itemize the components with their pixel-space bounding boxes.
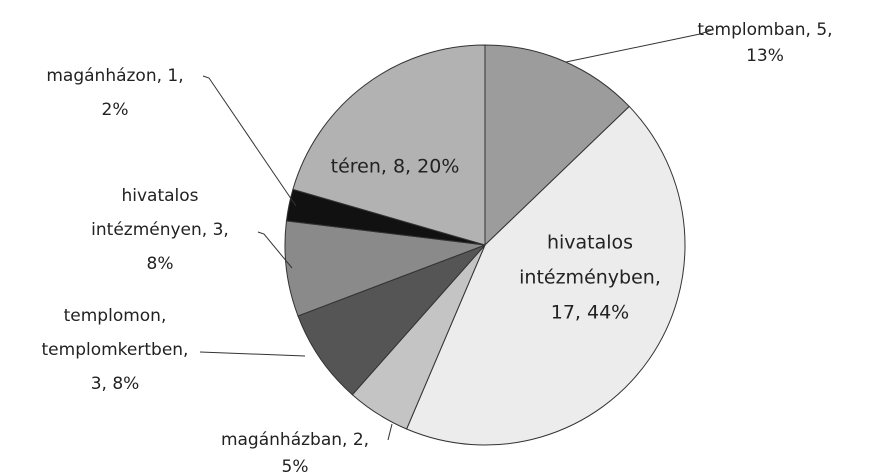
data-label: intézményen, 3, [91,220,229,240]
data-label: 17, 44% [551,302,630,324]
leader-line [257,231,293,269]
data-label: hivatalos [121,186,198,206]
pie-slice [484,44,630,247]
leader-line [565,29,713,63]
data-label: 13% [746,46,784,66]
data-label: 8% [147,254,174,274]
pie-slice [284,220,486,317]
leader-line [202,75,297,207]
data-label: 2% [102,100,129,120]
leader-line [199,351,306,357]
data-label: magánházban, 2, [221,430,369,450]
data-label: templomon, [64,306,167,326]
data-label: magánházon, 1, [46,66,183,86]
pie-slice [297,244,486,396]
data-label: intézményben, [519,267,661,289]
data-label: templomkertben, [42,340,189,360]
leader-line [387,423,393,441]
data-label: templomban, 5, [697,20,832,40]
pie-slice [405,105,686,446]
data-label: téren, 8, 20% [331,156,460,178]
data-label: 5% [282,457,309,474]
data-label: 3, 8% [91,374,140,394]
pie-slice [292,44,486,246]
data-label: hivatalos [547,232,633,254]
